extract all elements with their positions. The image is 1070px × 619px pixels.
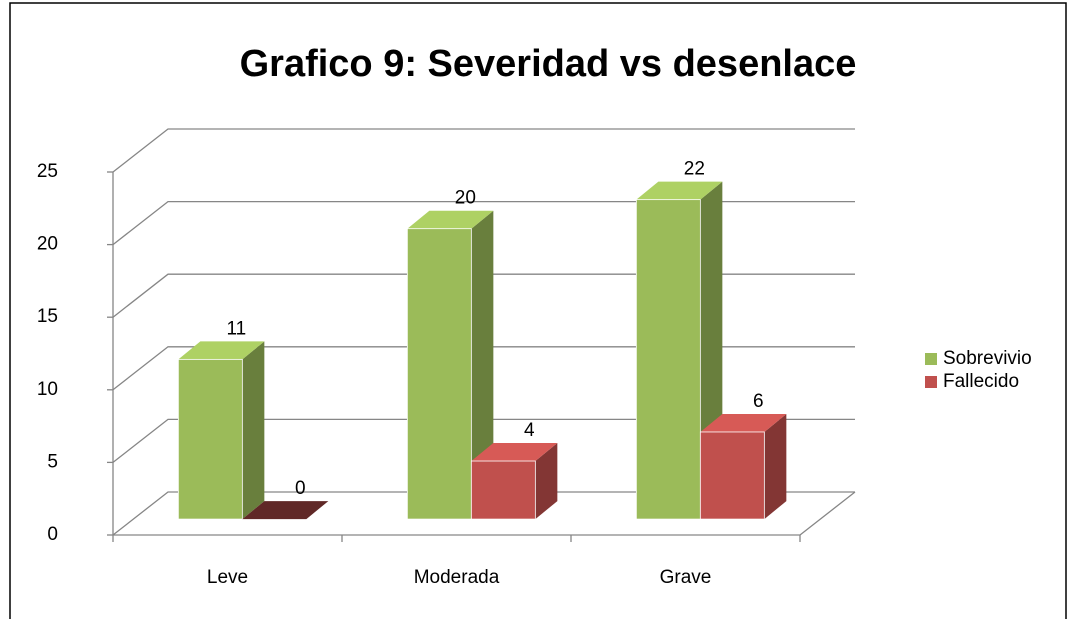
bar-side bbox=[764, 413, 787, 520]
grid-line bbox=[112, 200, 855, 246]
bar-top bbox=[636, 181, 723, 200]
x-tick-label: Moderada bbox=[414, 567, 500, 588]
bar-top bbox=[700, 413, 787, 432]
y-tick-label: 25 bbox=[37, 161, 58, 182]
bar-top bbox=[242, 501, 329, 520]
bar-side bbox=[471, 210, 494, 520]
data-label: 6 bbox=[753, 391, 764, 412]
legend-label: Fallecido bbox=[943, 371, 1019, 392]
y-tick-label: 20 bbox=[37, 234, 58, 255]
bar bbox=[177, 358, 243, 520]
bar-top bbox=[407, 210, 494, 229]
chart-frame bbox=[9, 2, 1067, 619]
bar bbox=[635, 199, 701, 520]
legend-swatch bbox=[925, 376, 937, 388]
x-tick-label: Leve bbox=[207, 567, 248, 588]
data-label: 22 bbox=[684, 159, 705, 180]
chart-title: Grafico 9: Severidad vs desenlace bbox=[240, 43, 857, 85]
bar-top bbox=[471, 443, 558, 462]
data-label: 4 bbox=[524, 420, 535, 441]
data-label: 11 bbox=[226, 318, 246, 339]
y-tick-label: 0 bbox=[47, 524, 58, 545]
data-label: 20 bbox=[455, 188, 476, 209]
legend-swatch bbox=[925, 353, 937, 365]
bar bbox=[406, 228, 472, 520]
y-tick-label: 5 bbox=[47, 451, 58, 472]
bar bbox=[699, 431, 765, 520]
grid-line bbox=[112, 418, 855, 463]
y-tick-label: 15 bbox=[37, 306, 58, 327]
grid-line bbox=[112, 128, 855, 173]
y-tick-label: 10 bbox=[37, 379, 58, 400]
data-label: 0 bbox=[295, 478, 306, 499]
bar-side bbox=[242, 341, 265, 520]
bar-top bbox=[178, 341, 265, 360]
grid-line bbox=[112, 491, 855, 536]
legend-label: Sobrevivio bbox=[943, 348, 1032, 369]
grid-line bbox=[112, 273, 855, 318]
x-tick-label: Grave bbox=[660, 567, 712, 588]
grid-line bbox=[112, 346, 855, 391]
bar-side bbox=[535, 443, 558, 520]
bar bbox=[470, 460, 536, 520]
